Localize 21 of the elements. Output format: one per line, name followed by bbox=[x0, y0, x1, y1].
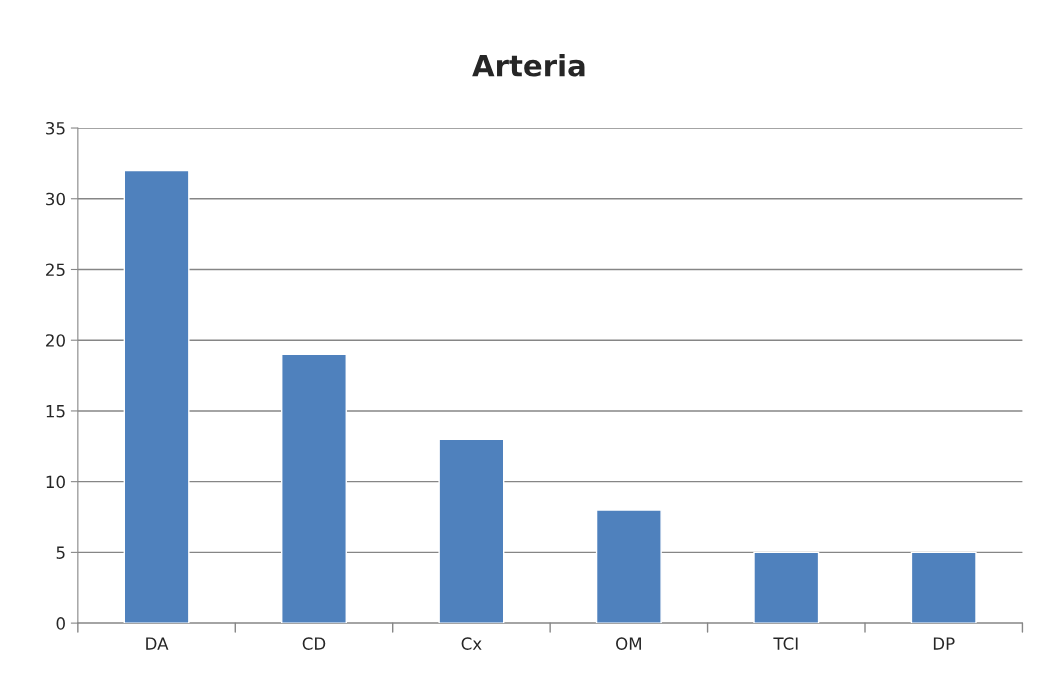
x-tick-label: Cx bbox=[461, 637, 482, 650]
y-tick-label: 10 bbox=[46, 475, 65, 489]
bar bbox=[595, 509, 662, 624]
x-tick-label: CD bbox=[302, 637, 326, 650]
x-tick-label: OM bbox=[616, 637, 641, 650]
x-tick-label: TCI bbox=[773, 637, 798, 650]
bar bbox=[438, 438, 505, 624]
bar bbox=[281, 353, 347, 624]
y-tick-label: 0 bbox=[56, 617, 65, 630]
chart-title: Arteria bbox=[472, 53, 585, 77]
y-tick-label: 25 bbox=[46, 263, 65, 277]
y-tick-label: 30 bbox=[46, 192, 65, 206]
x-tick-label: DP bbox=[933, 637, 955, 650]
y-tick-label: 20 bbox=[46, 334, 65, 347]
bar bbox=[123, 169, 190, 624]
x-tick-label: DA bbox=[146, 637, 169, 650]
y-tick-label: 15 bbox=[46, 405, 65, 418]
y-tick-label: 5 bbox=[56, 546, 65, 559]
y-tick-label: 35 bbox=[46, 121, 65, 135]
bar bbox=[753, 551, 820, 624]
bar bbox=[910, 551, 977, 624]
